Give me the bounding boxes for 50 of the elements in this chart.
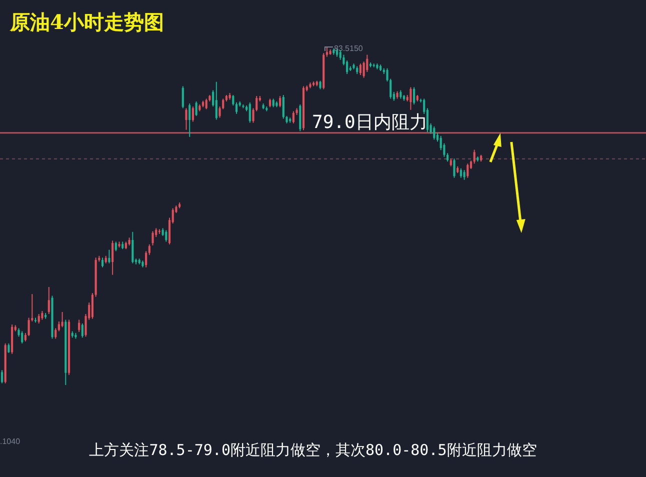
candlestick: [460, 168, 462, 178]
candlestick: [148, 244, 150, 256]
candlestick: [182, 86, 184, 109]
candlestick: [326, 46, 328, 58]
chart-title: 原油4小时走势图: [9, 10, 164, 34]
candlestick: [91, 292, 94, 320]
candlestick: [248, 102, 251, 124]
candlestick: [108, 249, 110, 264]
candlestick: [48, 286, 50, 315]
candlestick: [101, 257, 104, 268]
candlestick: [346, 60, 348, 75]
candlestick: [282, 94, 284, 120]
candlestick: [473, 149, 476, 164]
candlestick: [21, 330, 24, 344]
candlestick: [114, 241, 117, 252]
candlestick: [8, 342, 10, 354]
ref-line-label: 79.0日内阻力: [312, 112, 428, 133]
candlestick: [279, 96, 282, 108]
candlestick: [165, 230, 168, 242]
candlestick: [152, 230, 154, 246]
candlestick: [192, 106, 194, 122]
candlestick: [215, 81, 218, 120]
candlestick: [195, 100, 198, 116]
candlestick: [185, 108, 188, 130]
candlestick: [463, 170, 466, 180]
candlestick: [410, 86, 412, 110]
candlestick: [232, 94, 234, 106]
candlestick: [299, 104, 302, 132]
candlestick: [78, 319, 80, 332]
candlestick: [453, 158, 456, 178]
candlestick: [466, 163, 469, 178]
text: .1040: [0, 437, 21, 446]
candlestick: [235, 102, 238, 114]
candlestick: [0, 370, 4, 384]
candlestick: [205, 98, 208, 110]
text: 上方关注78.5-79.0附近阻力做空，其次80.0-80.5附近阻力做空: [89, 441, 537, 459]
candlestick: [433, 126, 436, 140]
candlestick: [292, 110, 294, 124]
candlestick: [359, 63, 362, 76]
candlestick: [145, 250, 148, 268]
candlestick: [81, 322, 84, 338]
candlestick: [413, 86, 416, 105]
annotation: 83.5150: [334, 44, 364, 53]
candlestick: [188, 102, 191, 138]
candlestick: [132, 231, 134, 264]
candlestick: [58, 320, 60, 332]
candlestick: [112, 240, 114, 276]
candlestick: [38, 314, 40, 324]
candlestick: [61, 311, 64, 328]
candlestick: [54, 328, 57, 340]
